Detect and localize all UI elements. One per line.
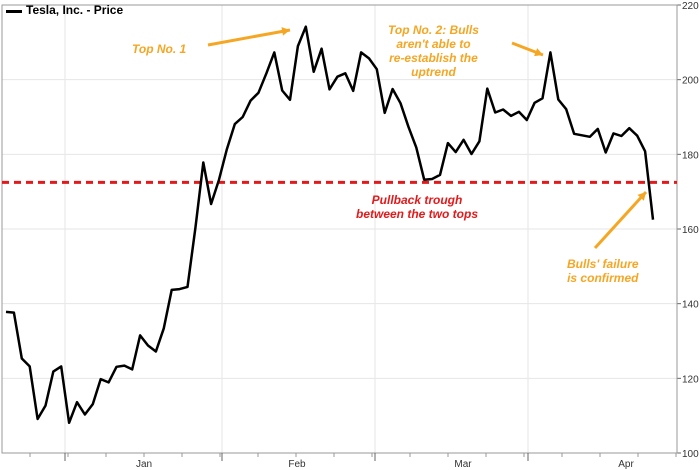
y-tick-label: 140 — [682, 300, 699, 311]
price-series-line — [5, 25, 655, 425]
arrow-top-1-head — [281, 27, 290, 36]
legend-swatch — [6, 10, 22, 13]
x-tick-label-apr: Apr — [618, 459, 634, 470]
arrow-bulls-failure-head — [637, 192, 646, 201]
arrow-top-2-head — [534, 48, 543, 57]
x-tick-label-mar: Mar — [454, 459, 472, 470]
y-tick-label: 220 — [682, 1, 699, 12]
x-tick-label-jan: Jan — [136, 459, 152, 470]
annotation-pullback-trough: Pullback trough between the two tops — [356, 193, 479, 221]
arrow-top-1 — [207, 28, 291, 47]
arrow-bulls-failure — [593, 190, 648, 250]
annotation-top-2: Top No. 2: Bulls aren't able to re-estab… — [388, 23, 479, 79]
y-tick-label: 100 — [682, 449, 699, 460]
y-tick-label: 200 — [682, 76, 699, 87]
annotation-bulls-failure: Bulls' failure is confirmed — [567, 257, 639, 285]
plot-frame — [1, 4, 678, 454]
legend-label: Tesla, Inc. - Price — [26, 3, 124, 17]
y-tick-label: 120 — [682, 374, 699, 385]
y-tick-label: 180 — [682, 150, 699, 161]
annotation-top-1: Top No. 1 — [132, 42, 187, 56]
x-tick-label-feb: Feb — [288, 459, 306, 470]
y-tick-label: 160 — [682, 225, 699, 236]
